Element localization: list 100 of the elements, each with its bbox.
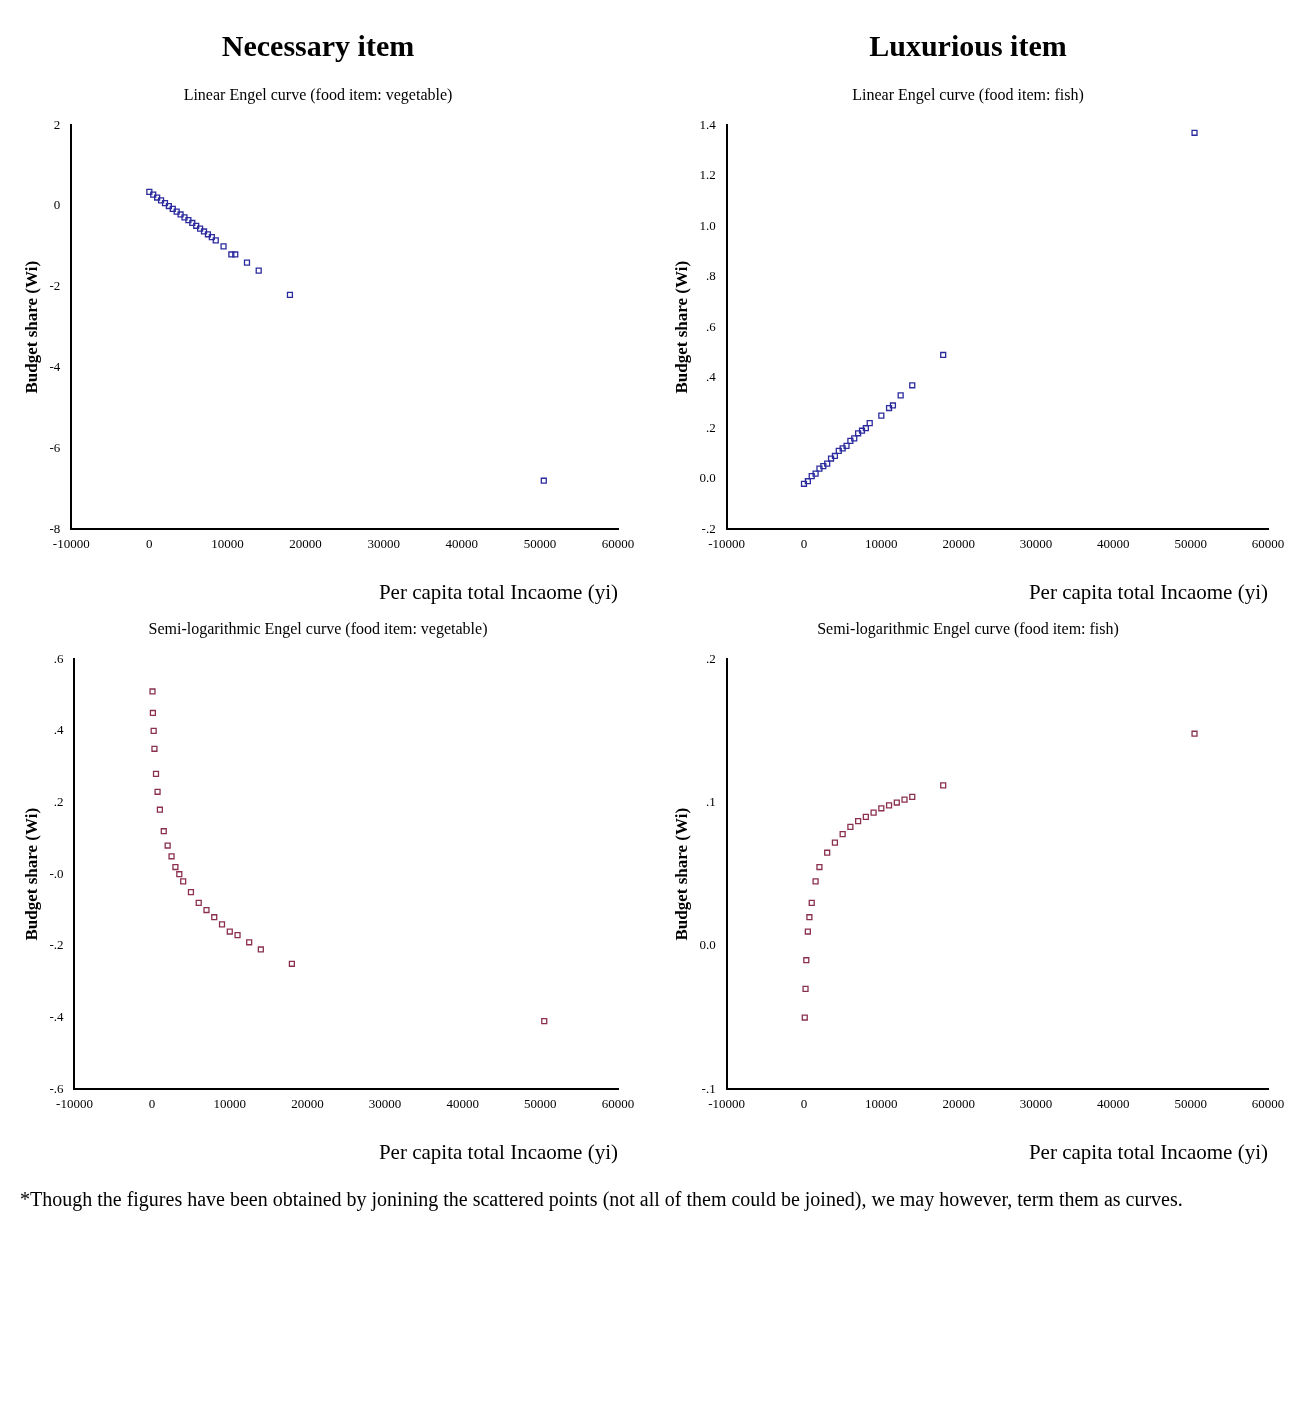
point bbox=[843, 442, 850, 449]
point bbox=[866, 420, 873, 427]
chart-subtitle: Semi-logarithmic Engel curve (food item: fish) bbox=[817, 619, 1119, 638]
chart-title: Luxurious item bbox=[869, 28, 1067, 62]
point bbox=[150, 727, 157, 734]
point bbox=[189, 219, 196, 227]
x-tick-label: 60000 bbox=[1251, 1096, 1285, 1112]
y-tick-label: .4 bbox=[53, 722, 64, 738]
y-tick-label: .2 bbox=[705, 650, 716, 666]
point bbox=[286, 291, 294, 299]
point bbox=[862, 425, 869, 432]
point bbox=[203, 906, 210, 914]
point bbox=[168, 853, 175, 860]
point bbox=[804, 928, 811, 935]
point bbox=[897, 392, 904, 399]
point bbox=[835, 447, 842, 455]
x-tick-label: 50000 bbox=[1174, 536, 1207, 552]
y-axis-title: Budget share (Wi) bbox=[21, 807, 41, 941]
chart-subtitle: Linear Engel curve (food item: vegetable) bbox=[183, 85, 453, 104]
point bbox=[893, 799, 900, 806]
y-axis-title: Budget share (Wi) bbox=[671, 807, 691, 941]
point bbox=[232, 251, 239, 258]
point bbox=[878, 412, 885, 419]
point bbox=[165, 202, 172, 210]
point bbox=[909, 793, 916, 800]
point bbox=[855, 818, 862, 825]
point bbox=[193, 222, 200, 229]
point bbox=[803, 957, 810, 964]
point bbox=[176, 871, 183, 878]
x-tick-label: 30000 bbox=[1019, 1096, 1053, 1112]
point bbox=[816, 863, 823, 871]
x-tick-label: -10000 bbox=[708, 1096, 746, 1112]
y-tick-label: .2 bbox=[705, 419, 716, 435]
y-tick-label: .1 bbox=[705, 793, 716, 809]
point bbox=[212, 237, 219, 244]
point bbox=[218, 921, 226, 928]
y-tick-label: -.0 bbox=[49, 865, 64, 881]
x-tick-label: 10000 bbox=[211, 536, 244, 552]
point bbox=[169, 205, 176, 212]
x-tick-label: 0 bbox=[146, 536, 153, 552]
y-axis-title: Budget share (Wi) bbox=[21, 260, 41, 394]
point bbox=[804, 478, 811, 485]
y-tick-label: 1.0 bbox=[699, 217, 716, 233]
point bbox=[200, 228, 208, 235]
point bbox=[847, 823, 854, 831]
point bbox=[870, 809, 877, 816]
chart-subtitle: Semi-logarithmic Engel curve (food item: vegetable) bbox=[148, 619, 488, 638]
point bbox=[820, 462, 827, 470]
chart-title: Necessary item bbox=[221, 28, 415, 62]
point bbox=[812, 878, 819, 885]
y-tick-label: 2 bbox=[53, 116, 61, 132]
x-tick-label: 40000 bbox=[446, 1096, 479, 1112]
point bbox=[801, 1014, 808, 1021]
point bbox=[816, 465, 823, 472]
point bbox=[1191, 730, 1198, 737]
point bbox=[889, 402, 897, 409]
y-tick-label: 1.4 bbox=[699, 116, 717, 132]
point bbox=[541, 1017, 548, 1025]
point bbox=[800, 480, 808, 487]
point bbox=[152, 770, 160, 777]
point bbox=[172, 863, 179, 871]
point bbox=[824, 460, 831, 467]
x-axis-title: Per capita total Incaome (yi) bbox=[378, 1139, 618, 1164]
x-tick-label: 0 bbox=[800, 1096, 808, 1112]
x-axis-title: Per capita total Incaome (yi) bbox=[1028, 1139, 1268, 1164]
point bbox=[160, 828, 167, 835]
x-tick-label: 50000 bbox=[523, 536, 557, 552]
point bbox=[151, 745, 158, 752]
x-tick-label: 0 bbox=[800, 536, 808, 552]
point bbox=[909, 382, 916, 389]
y-tick-label: -4 bbox=[49, 359, 61, 375]
point bbox=[847, 437, 854, 444]
x-tick-label: 40000 bbox=[445, 536, 479, 552]
x-axis-title: Per capita total Incaome (yi) bbox=[1028, 579, 1268, 604]
point bbox=[257, 946, 264, 953]
y-axis-title: Budget share (Wi) bbox=[671, 260, 691, 394]
x-tick-label: 0 bbox=[148, 1096, 156, 1112]
x-tick-label: 40000 bbox=[1097, 536, 1130, 552]
point bbox=[164, 842, 171, 849]
point bbox=[851, 435, 858, 442]
x-axis-title: Per capita total Incaome (yi) bbox=[378, 579, 618, 604]
x-tick-label: 40000 bbox=[1097, 1096, 1130, 1112]
x-tick-label: -10000 bbox=[52, 536, 90, 552]
y-tick-label: .6 bbox=[53, 650, 64, 666]
y-tick-label: 0.0 bbox=[699, 470, 716, 486]
point bbox=[228, 251, 235, 258]
point bbox=[154, 194, 161, 201]
y-tick-label: -.4 bbox=[49, 1008, 64, 1024]
point bbox=[181, 214, 188, 221]
x-tick-label: 20000 bbox=[289, 536, 322, 552]
point bbox=[855, 430, 862, 437]
x-tick-label: 30000 bbox=[367, 536, 400, 552]
text: *Though the figures have been obtained by jonining the scattered points (not all of them could be joined), we may however, term them as curves. bbox=[20, 1188, 1184, 1211]
y-tick-label: .4 bbox=[705, 369, 717, 385]
x-tick-label: 20000 bbox=[291, 1096, 324, 1112]
point bbox=[204, 231, 212, 238]
point bbox=[246, 939, 253, 946]
point bbox=[885, 404, 893, 412]
point bbox=[149, 709, 157, 717]
point bbox=[802, 985, 809, 992]
